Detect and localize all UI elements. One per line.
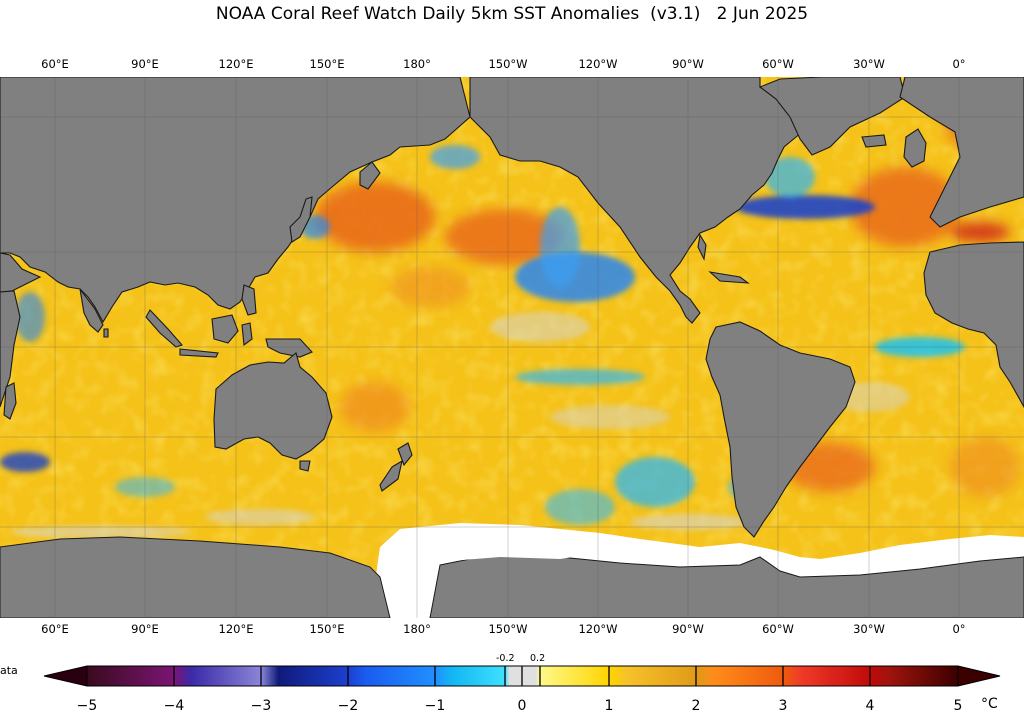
lon-label-150w-top: 150°W — [488, 57, 528, 71]
land-florida — [697, 233, 707, 261]
warm-anomaly-mediterranean — [950, 222, 1010, 242]
lon-label-30w-top: 30°W — [853, 57, 885, 71]
land-africa-east — [0, 290, 21, 408]
colorbar-tick-neg5: −5 — [76, 698, 98, 714]
lon-label-60e-bottom: 60°E — [41, 622, 69, 636]
land-japan — [289, 196, 313, 243]
land-europe — [899, 77, 1024, 228]
warm-anomaly-north-pacific-central — [390, 267, 470, 307]
lon-label-150w-bottom: 150°W — [488, 622, 528, 636]
colorbar-unit: °C — [981, 696, 998, 712]
cool-anomaly-gulf-stream — [735, 195, 875, 219]
neutral-anomaly-4 — [205, 509, 315, 525]
cool-anomaly-indian-west — [15, 292, 45, 342]
land-madagascar — [3, 382, 17, 420]
antarctic-land-east — [429, 552, 1024, 618]
antarctica — [0, 523, 1024, 618]
lon-label-60w-top: 60°W — [762, 57, 794, 71]
antarctic-land-west — [0, 536, 391, 618]
lon-label-120w-bottom: 120°W — [578, 622, 618, 636]
colorbar-tick-pos2: 2 — [691, 698, 701, 714]
lon-label-90e-top: 90°E — [131, 57, 159, 71]
page-title: NOAA Coral Reef Watch Daily 5km SST Anom… — [215, 4, 809, 24]
land-java — [179, 348, 219, 358]
nodata-label: ata — [0, 664, 18, 677]
warm-anomaly-ne-atlantic — [850, 167, 960, 247]
land-tasmania — [299, 460, 311, 472]
lon-label-120e-bottom: 120°E — [218, 622, 254, 636]
land-sri-lanka — [103, 328, 109, 338]
lon-label-180-top: 180° — [403, 57, 431, 71]
warm-anomaly-north-pacific — [445, 209, 565, 265]
land-borneo — [211, 314, 239, 344]
colorbar-svg — [43, 665, 1001, 687]
lon-label-90e-bottom: 90°E — [131, 622, 159, 636]
cool-anomaly-se-pacific — [615, 457, 695, 507]
colorbar-label-neg-0-2: -0.2 — [496, 653, 515, 664]
neutral-anomaly-6 — [10, 526, 190, 538]
colorbar-tick-neg2: −2 — [337, 698, 359, 714]
colorbar-tick-pos4: 4 — [865, 698, 875, 714]
cool-anomaly-labrador — [765, 157, 815, 197]
land-south-america — [705, 321, 856, 538]
cool-anomaly-ne-pacific-edge — [540, 207, 580, 287]
warm-anomaly-nw-pacific — [315, 182, 435, 252]
land-iceland — [861, 134, 887, 148]
lon-label-0-top: 0° — [952, 57, 966, 71]
colorbar-tick-zero: 0 — [517, 698, 527, 714]
land-africa-west — [923, 241, 1024, 409]
colorbar-tick-pos1: 1 — [604, 698, 614, 714]
map-svg — [0, 77, 1024, 618]
lon-label-150e-top: 150°E — [309, 57, 345, 71]
colorbar-dividers — [173, 666, 871, 686]
land-india — [79, 288, 104, 333]
colorbar-tick-pos5: 5 — [953, 698, 963, 714]
colorbar-left-arrow — [43, 665, 88, 687]
cool-anomaly-south-pacific — [545, 489, 615, 525]
colorbar-tick-neg3: −3 — [250, 698, 272, 714]
cool-anomaly-bering — [430, 145, 480, 169]
colorbar-tick-neg1: −1 — [424, 698, 446, 714]
lon-label-180-bottom: 180° — [403, 622, 431, 636]
neutral-anomaly-1 — [490, 312, 590, 342]
land-new-zealand-south — [379, 459, 403, 492]
cool-anomaly-indian-south — [0, 452, 50, 472]
neutral-anomaly-5 — [630, 514, 750, 530]
antarctic-ice-shelf-ross — [420, 543, 600, 561]
land-masses — [0, 77, 1024, 538]
lon-label-120w-top: 120°W — [578, 57, 618, 71]
bottom-longitude-labels: 60°E 90°E 120°E 150°E 180° 150°W 120°W 9… — [0, 622, 1024, 638]
sst-anomaly-map — [0, 77, 1024, 618]
lon-label-0-bottom: 0° — [952, 622, 966, 636]
map-gridlines — [0, 77, 1024, 618]
colorbar-right-arrow — [957, 665, 1001, 687]
land-sulawesi — [241, 322, 253, 347]
warm-anomaly-southern-ocean-east — [950, 437, 1020, 497]
lon-label-90w-top: 90°W — [672, 57, 704, 71]
lon-label-90w-bottom: 90°W — [672, 622, 704, 636]
land-uk — [903, 128, 927, 168]
colorbar-tick-neg4: −4 — [163, 698, 185, 714]
lon-label-30w-bottom: 30°W — [853, 622, 885, 636]
land-new-zealand-north — [397, 442, 413, 467]
colorbar-label-pos-0-2: 0.2 — [530, 653, 546, 664]
warm-anomaly-tasman — [340, 382, 410, 432]
cool-anomaly-eq-pacific — [515, 369, 645, 385]
land-australia — [213, 352, 333, 460]
land-eurasia — [0, 77, 471, 324]
land-kamchatka — [359, 161, 381, 190]
colorbar-tick-pos3: 3 — [778, 698, 788, 714]
land-philippines — [241, 284, 257, 316]
lon-label-150e-bottom: 150°E — [309, 622, 345, 636]
lon-label-60w-bottom: 60°W — [762, 622, 794, 636]
lon-label-120e-top: 120°E — [218, 57, 254, 71]
land-cuba — [708, 271, 750, 284]
neutral-anomaly-2 — [550, 405, 670, 429]
top-longitude-labels: 60°E 90°E 120°E 150°E 180° 150°W 120°W 9… — [0, 57, 1024, 73]
colorbar: -0.2 0.2 — [0, 650, 1024, 720]
lon-label-60e-top: 60°E — [41, 57, 69, 71]
